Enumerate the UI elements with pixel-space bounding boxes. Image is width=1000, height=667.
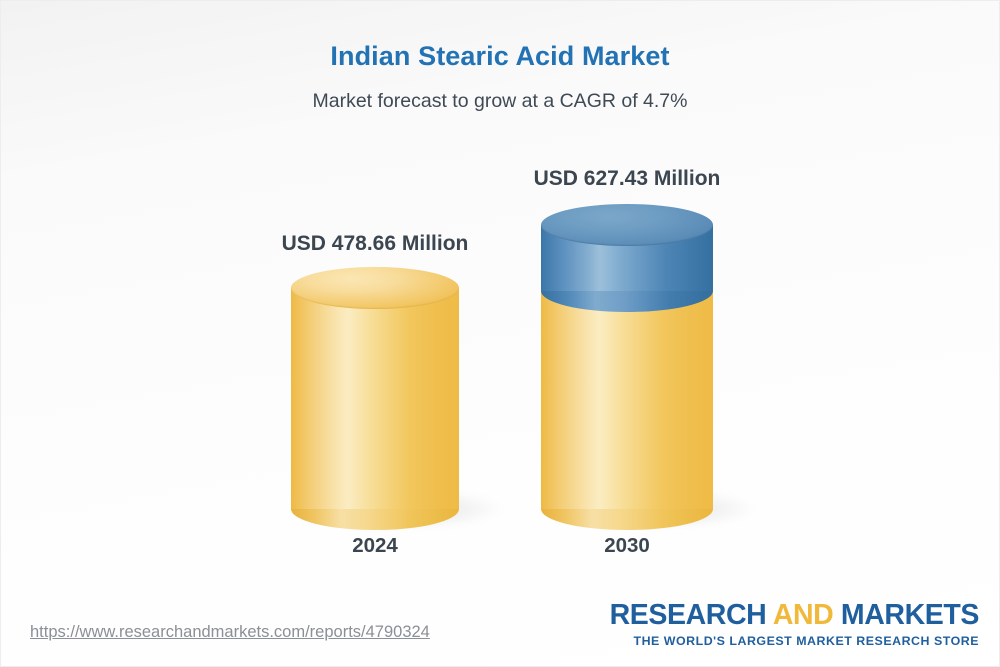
category-label-2024: 2024 (352, 534, 398, 557)
logo-tagline: THE WORLD'S LARGEST MARKET RESEARCH STOR… (633, 633, 979, 648)
logo-word-markets: MARKETS (833, 599, 980, 631)
page-title: Indian Stearic Acid Market (330, 41, 670, 71)
chart-subtitle: Market forecast to grow at a CAGR of 4.7… (312, 90, 688, 112)
bar-value-label-2024: USD 478.66 Million (281, 232, 469, 255)
logo-word-and: AND (772, 599, 834, 631)
logo-word-research: RESEARCH (609, 599, 773, 631)
bar-value-label-2030: USD 627.43 Million (533, 167, 721, 190)
research-and-markets-logo[interactable]: RESEARCH AND MARKETS THE WORLD'S LARGEST… (609, 599, 980, 649)
bar-top-cap-2024 (291, 267, 459, 309)
logo-wordmark: RESEARCH AND MARKETS (609, 599, 980, 631)
bar-body-2024 (291, 288, 459, 509)
bar-top-cap-2030 (541, 204, 713, 246)
report-url-link[interactable]: https://www.researchandmarkets.com/repor… (30, 623, 430, 641)
category-label-2030: 2030 (604, 534, 650, 557)
bar-segment-base-2030 (541, 289, 713, 509)
